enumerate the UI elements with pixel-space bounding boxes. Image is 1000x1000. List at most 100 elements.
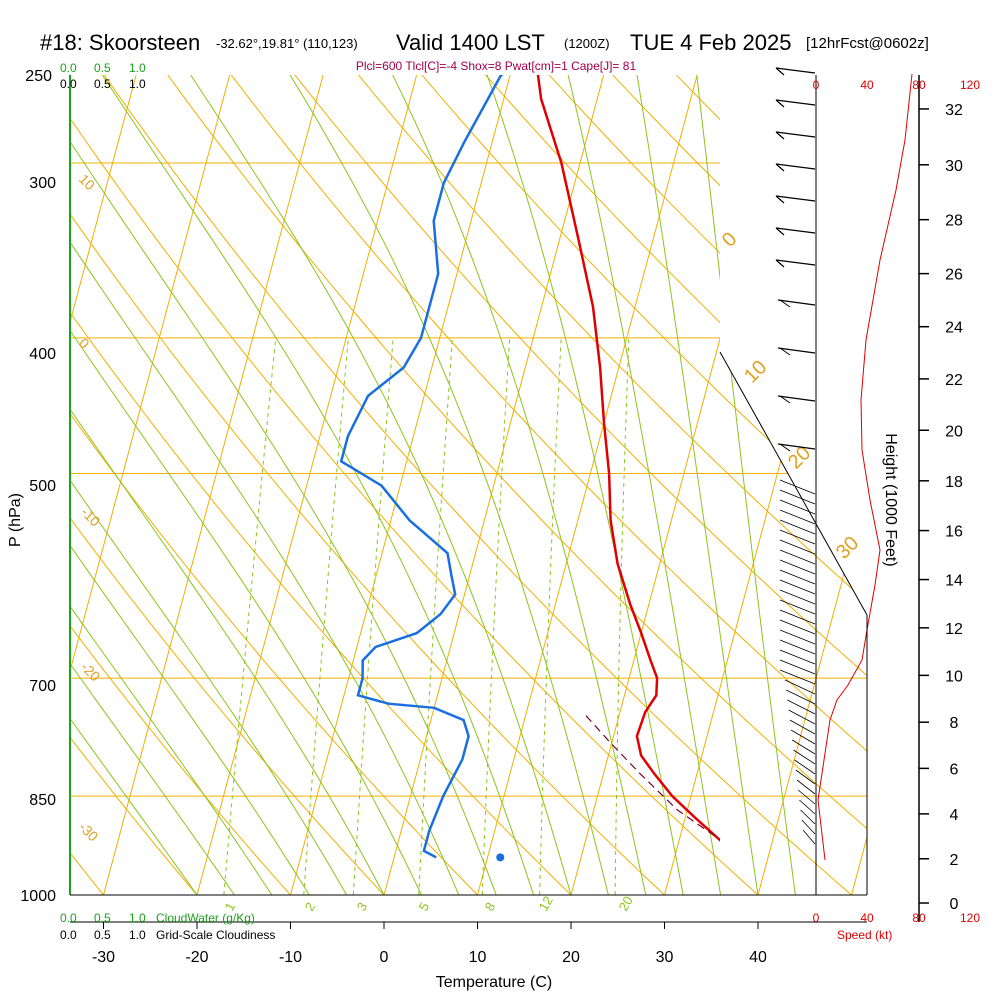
- stability-params: Plcl=600 Tlcl[C]=-4 Shox=8 Pwat[cm]=1 Ca…: [356, 59, 637, 73]
- height-tick-label: 14: [945, 573, 963, 590]
- moist-adiabat-line: [70, 75, 497, 895]
- isotherm-line: [477, 75, 704, 895]
- forecast-date: TUE 4 Feb 2025: [630, 30, 791, 55]
- forecast-run: [12hrFcst@0602z]: [806, 35, 929, 52]
- p-tick-label: 850: [29, 792, 56, 809]
- cloud-scale-top: 1.0: [129, 61, 146, 75]
- y-axis-title: P (hPa): [7, 493, 24, 547]
- p-tick-label: 700: [29, 678, 56, 695]
- isotherm-line: [103, 75, 330, 895]
- wind-barb: [779, 589, 816, 605]
- x-tick-label: 0: [380, 949, 389, 966]
- height-tick-label: 30: [945, 158, 963, 175]
- wind-barb: [779, 659, 816, 675]
- zulu-time: (1200Z): [564, 36, 610, 51]
- wind-barb: [793, 749, 816, 765]
- speed-scale-top: 120: [960, 78, 980, 92]
- moist-adiabat-line: [478, 75, 684, 895]
- mixing-ratio-line: [303, 337, 349, 895]
- height-tick-label: 6: [950, 761, 959, 778]
- speed-scale-bottom: 80: [912, 911, 926, 925]
- grid-boundary: [719, 351, 868, 616]
- parcel-line: [582, 711, 720, 841]
- height-tick-label: 2: [950, 852, 959, 869]
- cloud-scale-top: 0.5: [94, 61, 111, 75]
- moist-adiabat-line: [175, 75, 572, 895]
- wind-barb: [777, 395, 816, 402]
- wind-barb-flag: [779, 395, 791, 404]
- p-tick-label: 500: [29, 478, 56, 495]
- height-tick-label: 20: [945, 423, 963, 440]
- wind-barb: [801, 819, 816, 835]
- height-tick-label: 24: [945, 320, 963, 337]
- wind-barb-flag: [775, 259, 785, 268]
- wind-barb: [788, 709, 816, 725]
- x-ticks: -30 -20 -10 0 10 20 30 40: [92, 922, 767, 966]
- wind-barb: [775, 163, 816, 170]
- speed-scale-bottom: 0: [813, 911, 820, 925]
- wind-barb: [779, 649, 816, 665]
- x-tick-label: 10: [469, 949, 487, 966]
- wind-barb: [779, 619, 816, 635]
- dry-adiabat-line: [70, 75, 665, 895]
- station-coords: -32.62°,19.81° (110,123): [216, 36, 358, 51]
- surface-dewpoint-dot: [496, 853, 505, 862]
- wind-barb: [799, 799, 816, 815]
- moist-adiabat-line: [70, 75, 273, 895]
- wind-barb: [779, 509, 816, 525]
- wind-barb: [779, 569, 816, 585]
- mixing-ratio-line: [223, 337, 277, 895]
- wind-speed-curve: [817, 73, 913, 861]
- mixing-ratio-label: 3: [354, 900, 371, 914]
- isotherm-line: [290, 75, 517, 895]
- x-tick-label: 30: [656, 949, 674, 966]
- moist-adiabat-line: [632, 75, 759, 895]
- wind-barb: [779, 539, 816, 555]
- wind-barb: [779, 599, 816, 615]
- isotherm-line: [383, 75, 611, 895]
- mixing-ratio-line: [481, 337, 511, 895]
- wind-barb-flag: [775, 227, 785, 236]
- dry-adiabat-line: [70, 75, 572, 895]
- wind-barb-flag: [775, 67, 785, 76]
- thermo-grid: [70, 75, 867, 895]
- dewpoint-line: [339, 75, 504, 859]
- dry-adiabat-line: [70, 75, 198, 895]
- moist-adiabat-line: [70, 75, 235, 895]
- isotherm-line: [757, 75, 867, 895]
- wind-barb: [779, 479, 816, 495]
- surface-temp-dot: [734, 853, 742, 861]
- dry-adiabat-line: [213, 75, 867, 895]
- sounding-lines: [339, 75, 742, 862]
- wind-barb: [790, 729, 816, 745]
- wind-barb: [775, 99, 816, 106]
- height-tick-label: 32: [945, 102, 963, 119]
- moist-adiabat-line: [562, 75, 722, 895]
- wind-barb-flag: [779, 299, 791, 308]
- height-tick-label: 10: [945, 668, 963, 685]
- p-tick-label: 400: [29, 346, 56, 363]
- wind-barb-flag: [775, 99, 785, 108]
- height-tick-label: 22: [945, 372, 963, 389]
- speed-scale-top: 80: [912, 78, 926, 92]
- wind-barb: [779, 529, 816, 545]
- station-title: #18: Skoorsteen: [40, 30, 200, 55]
- moist-adiabat-label: 10: [740, 356, 771, 387]
- wind-barb: [779, 489, 816, 505]
- cloudiness-scale-top: 1.0: [129, 77, 146, 91]
- moist-adiabat-line: [275, 75, 609, 895]
- wind-barb-flag: [779, 443, 791, 452]
- wind-barb: [775, 227, 816, 234]
- wind-barb: [775, 259, 816, 266]
- wind-barb: [779, 609, 816, 625]
- height-tick-label: 16: [945, 524, 963, 541]
- x-tick-label: -30: [92, 949, 115, 966]
- x-axis-title: Temperature (C): [436, 974, 552, 991]
- dry-adiabat-line: [70, 75, 759, 895]
- x-tick-label: -20: [185, 949, 208, 966]
- dry-adiabat-line: [339, 75, 867, 895]
- height-tick-label: 0: [950, 896, 959, 913]
- wind-barb: [777, 443, 816, 450]
- wind-barb: [775, 131, 816, 138]
- p-tick-label: 250: [25, 68, 52, 85]
